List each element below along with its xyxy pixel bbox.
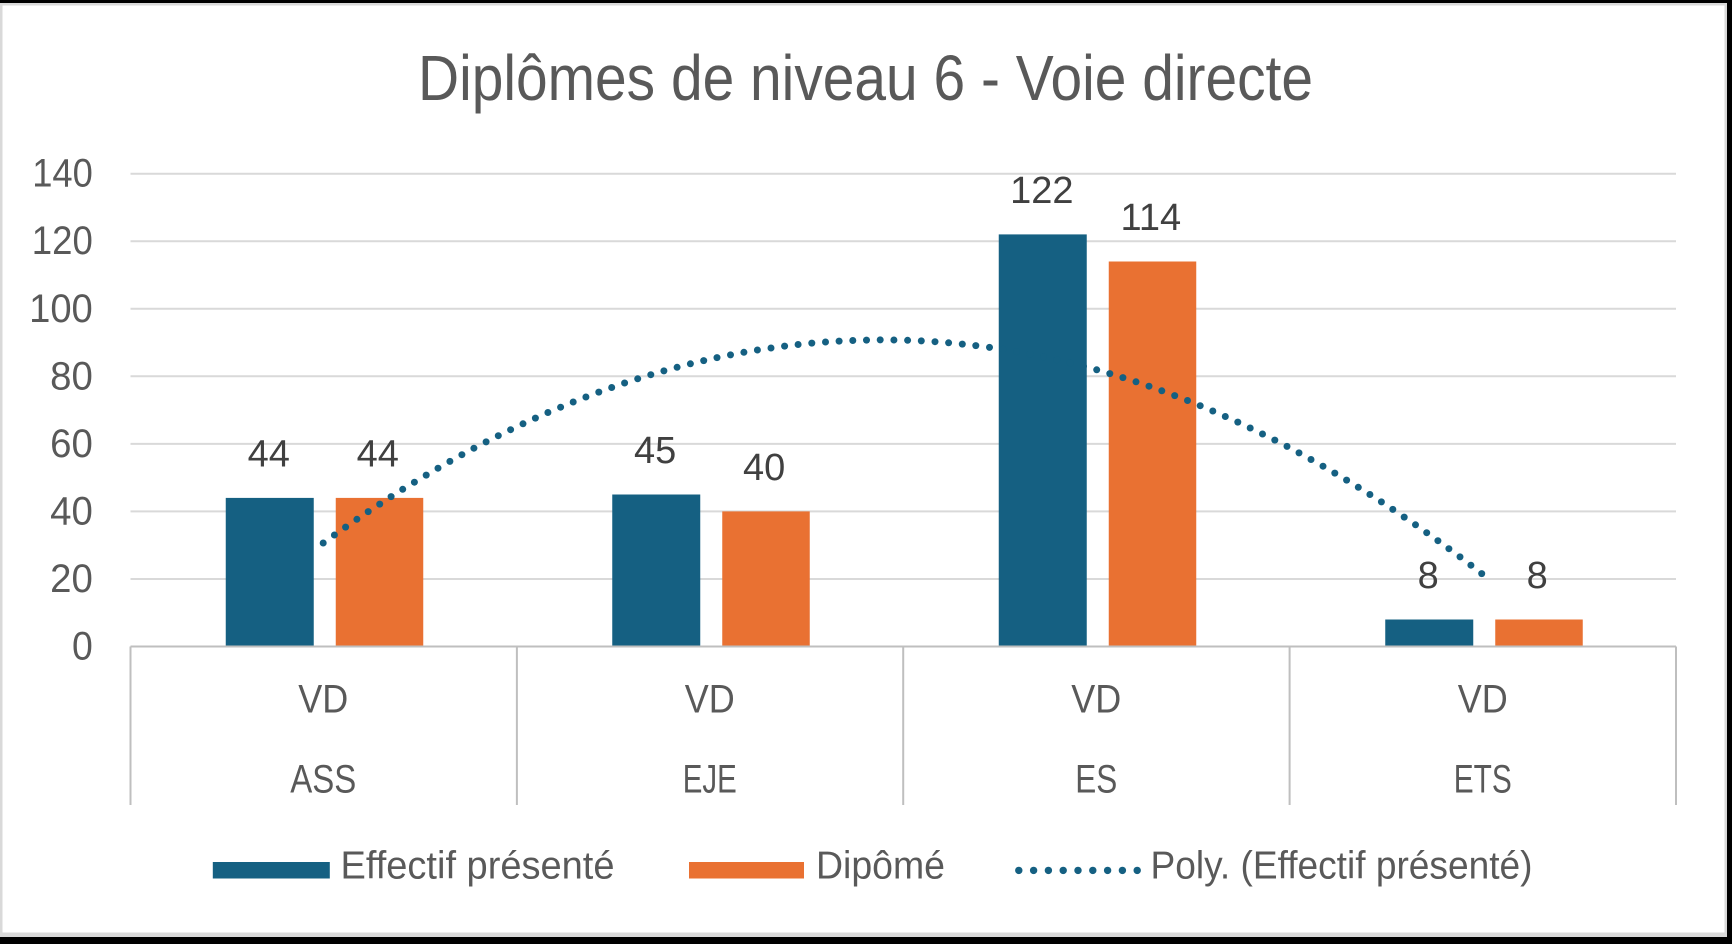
svg-text:VD: VD [685, 678, 735, 722]
svg-text:0: 0 [72, 625, 93, 669]
svg-text:ES: ES [1075, 758, 1117, 802]
svg-text:40: 40 [50, 489, 93, 533]
svg-text:VD: VD [1458, 678, 1508, 722]
svg-text:VD: VD [1071, 678, 1121, 722]
svg-text:8: 8 [1418, 555, 1439, 597]
svg-text:Effectif présenté: Effectif présenté [341, 845, 615, 888]
svg-text:60: 60 [50, 422, 93, 466]
svg-text:Diplômes de niveau 6 - Voie di: Diplômes de niveau 6 - Voie directe [418, 42, 1313, 114]
svg-text:122: 122 [1010, 170, 1073, 212]
svg-text:140: 140 [32, 152, 93, 196]
svg-text:44: 44 [248, 433, 290, 475]
svg-text:45: 45 [634, 430, 676, 472]
svg-text:20: 20 [50, 557, 93, 601]
svg-text:Dipômé: Dipômé [816, 845, 945, 888]
svg-text:EJE: EJE [683, 758, 737, 802]
svg-text:Poly. (Effectif présenté): Poly. (Effectif présenté) [1151, 845, 1533, 888]
svg-text:44: 44 [357, 433, 399, 475]
svg-text:ETS: ETS [1454, 758, 1512, 802]
svg-text:120: 120 [32, 219, 93, 263]
svg-text:8: 8 [1527, 555, 1548, 597]
svg-text:ASS: ASS [290, 758, 356, 802]
svg-text:80: 80 [50, 354, 93, 398]
svg-text:114: 114 [1121, 197, 1182, 239]
svg-text:40: 40 [743, 447, 785, 489]
svg-text:100: 100 [29, 287, 93, 331]
svg-text:VD: VD [298, 678, 348, 722]
